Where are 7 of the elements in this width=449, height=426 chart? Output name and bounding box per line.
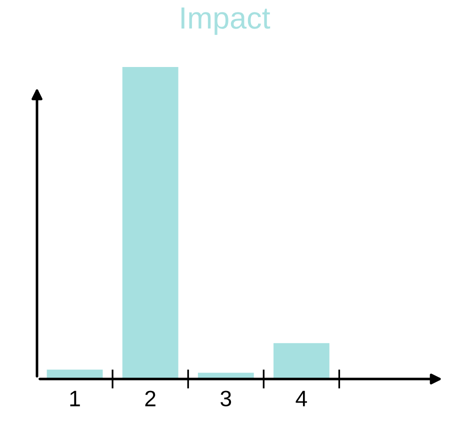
chart-title: Impact	[181, 8, 270, 35]
x-tick-label: 1	[70, 390, 80, 406]
x-tick-label: 4	[296, 390, 307, 406]
bar	[273, 343, 330, 379]
bar	[122, 67, 178, 379]
x-tick-label: 3	[220, 390, 232, 406]
x-tick-label: 2	[145, 390, 156, 406]
